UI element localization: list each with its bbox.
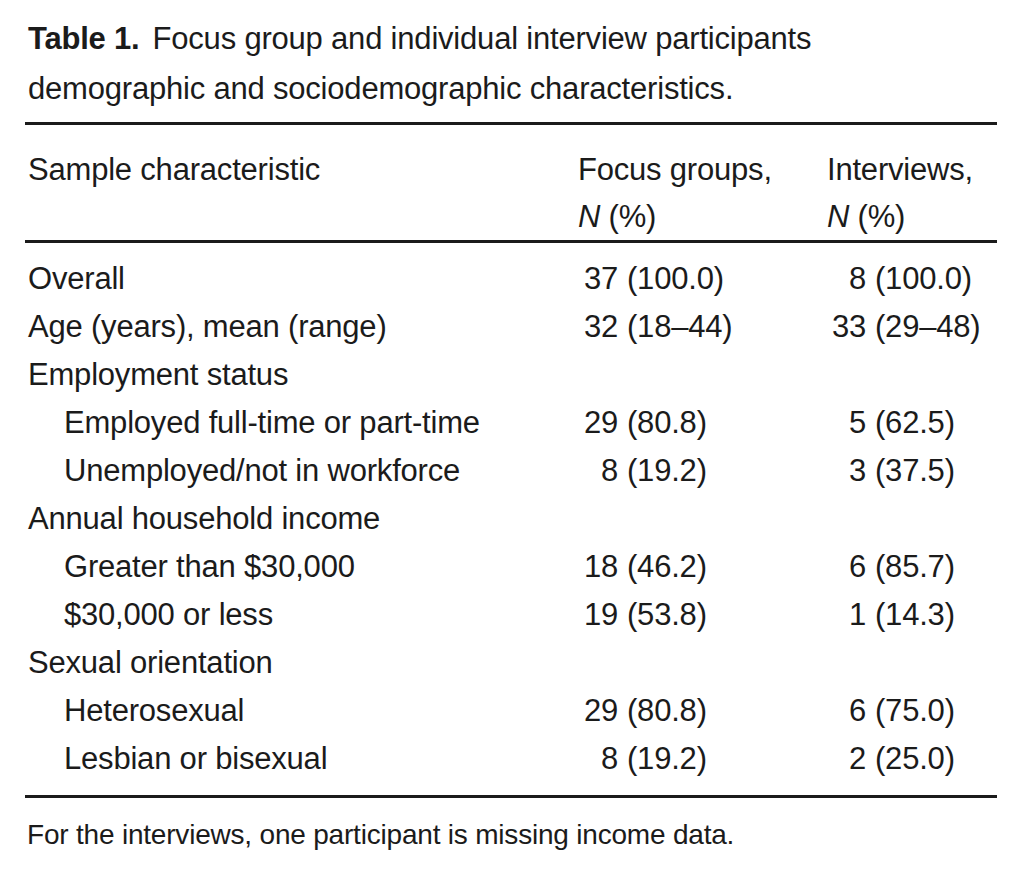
table-row-employment-status: Employment status xyxy=(25,351,997,399)
focus-groups-value: 18(46.2) xyxy=(578,543,827,591)
table-title: Table 1.Focus group and individual inter… xyxy=(28,14,943,114)
table-row-sexual-orientation: Sexual orientation xyxy=(25,639,997,687)
interviews-value: 8(100.0) xyxy=(827,255,997,303)
column-header-focus-groups: Focus groups, N (%) xyxy=(578,146,827,240)
interviews-n-percent-label: N (%) xyxy=(827,193,997,240)
focus-groups-value: 37(100.0) xyxy=(578,255,827,303)
row-section-label: Annual household income xyxy=(25,495,578,543)
row-label: Lesbian or bisexual xyxy=(25,735,578,783)
table-row-age: Age (years), mean (range) 32(18–44) 33(2… xyxy=(25,303,997,351)
interviews-value: 5(62.5) xyxy=(827,399,997,447)
data-table: Sample characteristic Focus groups, N (%… xyxy=(25,122,997,798)
row-section-label: Sexual orientation xyxy=(25,639,578,687)
row-label: Greater than $30,000 xyxy=(25,543,578,591)
focus-groups-value: 29(80.8) xyxy=(578,399,827,447)
table-row-income-greater: Greater than $30,000 18(46.2) 6(85.7) xyxy=(25,543,997,591)
table-row-heterosexual: Heterosexual 29(80.8) 6(75.0) xyxy=(25,687,997,735)
focus-groups-value: 8(19.2) xyxy=(578,447,827,495)
table-number-label: Table 1. xyxy=(28,21,140,56)
interviews-value: 2(25.0) xyxy=(827,735,997,783)
table-body: Overall 37(100.0) 8(100.0) Age (years), … xyxy=(25,243,997,795)
interviews-value: 6(75.0) xyxy=(827,687,997,735)
column-header-interviews: Interviews, N (%) xyxy=(827,146,997,240)
focus-groups-value: 32(18–44) xyxy=(578,303,827,351)
focus-groups-value: 29(80.8) xyxy=(578,687,827,735)
focus-groups-n-percent-label: N (%) xyxy=(578,193,827,240)
interviews-value: 3(37.5) xyxy=(827,447,997,495)
row-label: $30,000 or less xyxy=(25,591,578,639)
row-label: Overall xyxy=(25,255,578,303)
table-row-employed: Employed full-time or part-time 29(80.8)… xyxy=(25,399,997,447)
row-label: Employed full-time or part-time xyxy=(25,399,578,447)
table-row-income-less: $30,000 or less 19(53.8) 1(14.3) xyxy=(25,591,997,639)
table-footnote: For the interviews, one participant is m… xyxy=(27,815,997,855)
table-row-overall: Overall 37(100.0) 8(100.0) xyxy=(25,255,997,303)
interviews-value: 6(85.7) xyxy=(827,543,997,591)
table-row-unemployed: Unemployed/not in workforce 8(19.2) 3(37… xyxy=(25,447,997,495)
table-caption: Focus group and individual interview par… xyxy=(28,21,811,106)
focus-groups-value: 19(53.8) xyxy=(578,591,827,639)
focus-groups-value: 8(19.2) xyxy=(578,735,827,783)
interviews-value: 33(29–48) xyxy=(827,303,997,351)
row-section-label: Employment status xyxy=(25,351,578,399)
row-label: Unemployed/not in workforce xyxy=(25,447,578,495)
row-label: Heterosexual xyxy=(25,687,578,735)
table-header-row: Sample characteristic Focus groups, N (%… xyxy=(25,125,997,243)
interviews-value: 1(14.3) xyxy=(827,591,997,639)
column-header-sample-characteristic: Sample characteristic xyxy=(25,146,578,240)
table-row-annual-income: Annual household income xyxy=(25,495,997,543)
table-row-lesbian-bisexual: Lesbian or bisexual 8(19.2) 2(25.0) xyxy=(25,735,997,783)
row-label: Age (years), mean (range) xyxy=(25,303,578,351)
paper-table-page: Table 1.Focus group and individual inter… xyxy=(0,0,1021,880)
